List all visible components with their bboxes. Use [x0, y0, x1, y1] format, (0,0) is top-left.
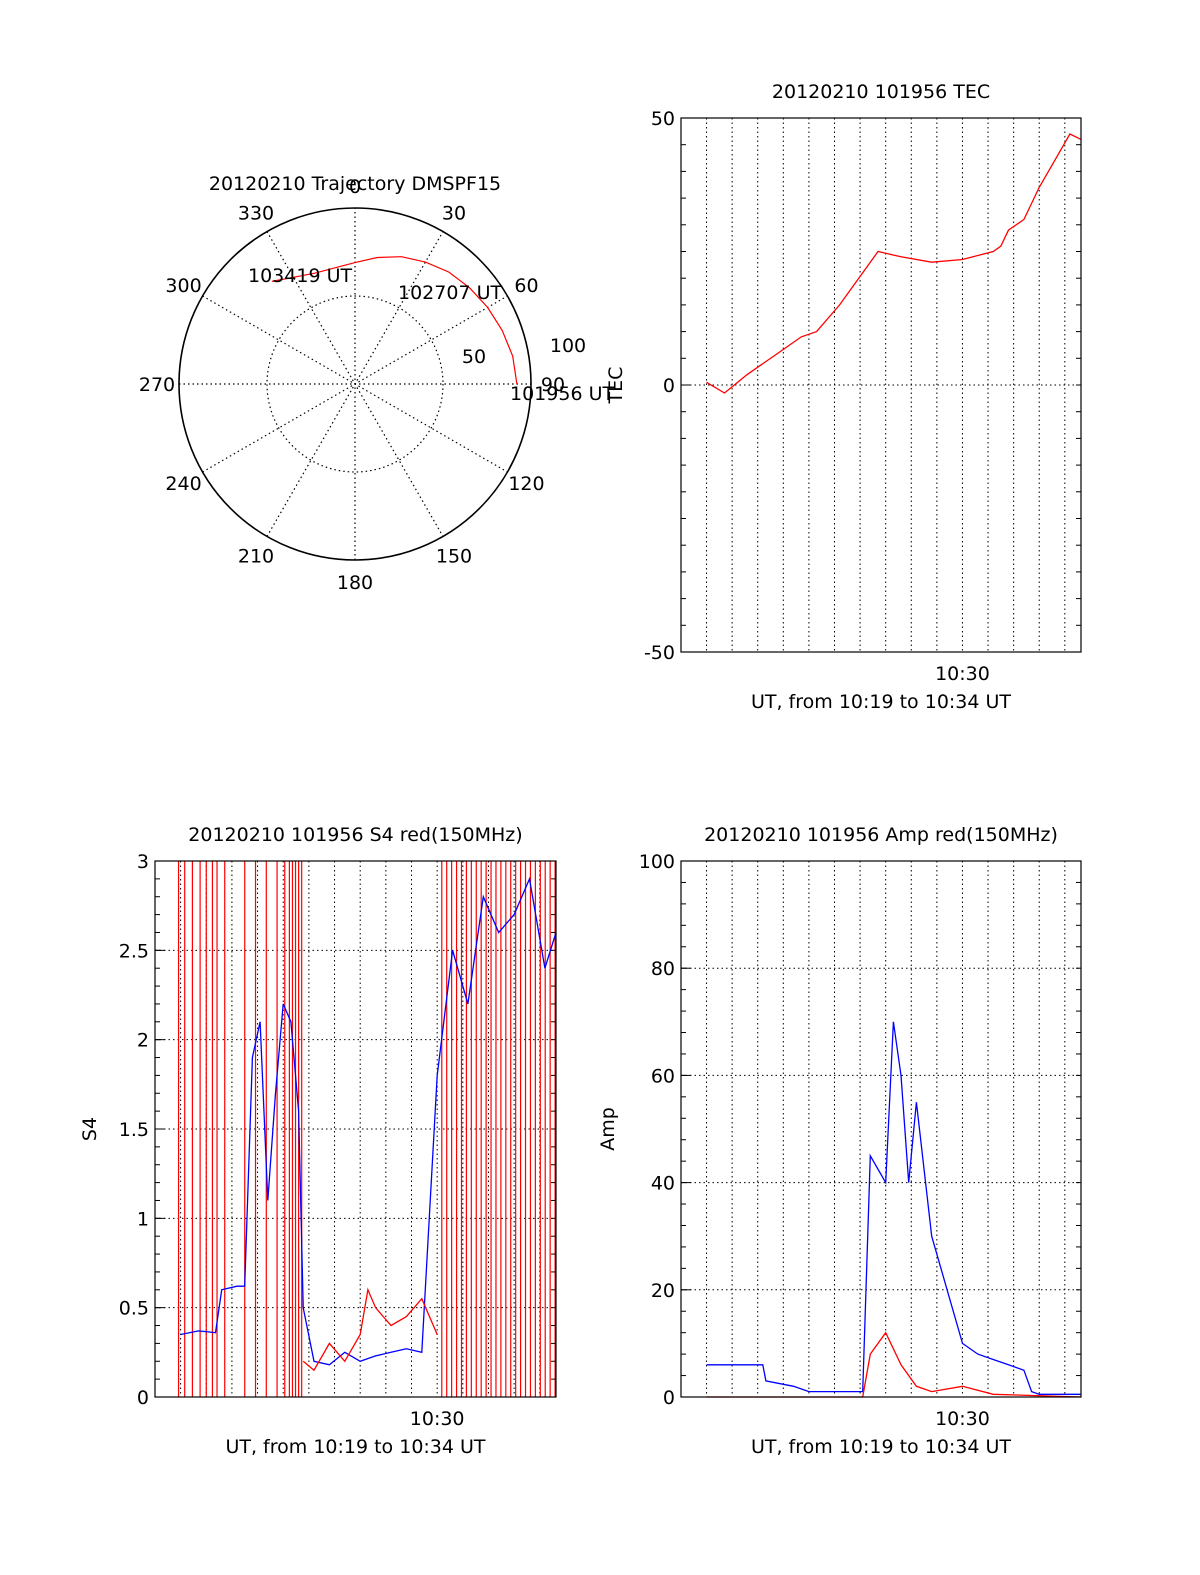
y-axis-label: TEC	[605, 367, 627, 405]
trajectory-line	[271, 256, 518, 385]
series-line	[706, 1021, 1081, 1395]
radial-tick-label: 100	[550, 335, 586, 357]
y-tick-label: 20	[651, 1280, 675, 1302]
trajectory-time-label: 102707 UT	[398, 282, 502, 304]
angle-tick-label: 300	[165, 275, 201, 297]
polar-grid-circle	[266, 295, 444, 473]
chart-title: 20120210 101956 S4 red(150MHz)	[188, 824, 522, 846]
angle-tick-label: 90	[541, 374, 565, 396]
x-axis-label: UT, from 10:19 to 10:34 UT	[751, 1436, 1011, 1458]
series-line	[706, 133, 1082, 394]
x-tick-label: 10:30	[410, 1408, 465, 1430]
x-axis-label: UT, from 10:19 to 10:34 UT	[751, 691, 1011, 713]
trajectory-time-label: 101956 UT	[510, 383, 614, 405]
plot-frame	[680, 860, 1082, 1398]
y-tick-label: 0	[663, 375, 675, 397]
polar-spoke	[266, 231, 444, 537]
amp-chart: 20120210 101956 Amp red(150MHz) 0 20 40 60 80…	[597, 824, 1082, 1458]
angle-tick-label: 210	[238, 545, 274, 567]
radial-tick-label: 50	[462, 346, 486, 368]
chart-title: 20120210 101956 Amp red(150MHz)	[704, 824, 1058, 846]
y-axis-label: S4	[79, 1117, 101, 1141]
angle-tick-label: 120	[508, 473, 544, 495]
y-tick-label: 0.5	[119, 1298, 149, 1320]
y-tick-label: 2	[137, 1030, 149, 1052]
series-line	[180, 876, 557, 1366]
angle-tick-label: 330	[238, 203, 274, 225]
x-tick-label: 10:30	[935, 1408, 990, 1430]
y-tick-label: -50	[644, 642, 675, 664]
y-tick-label: 2.5	[119, 940, 149, 962]
y-tick-label: 0	[663, 1387, 675, 1409]
angle-tick-label: 180	[337, 572, 373, 594]
angle-tick-label: 60	[514, 275, 538, 297]
y-tick-label: 100	[639, 851, 675, 873]
angle-tick-label: 240	[165, 473, 201, 495]
angle-tick-label: 270	[139, 374, 175, 396]
trajectory-time-label: 103419 UT	[248, 265, 352, 287]
x-axis-label: UT, from 10:19 to 10:34 UT	[225, 1436, 485, 1458]
chart-title: 20120210 101956 TEC	[772, 81, 990, 103]
y-tick-label: 1.5	[119, 1119, 149, 1141]
series-line	[706, 1331, 1082, 1398]
series-line	[302, 1287, 438, 1372]
x-tick-label: 10:30	[935, 663, 990, 685]
y-tick-label: 40	[651, 1173, 675, 1195]
y-tick-label: 60	[651, 1065, 675, 1087]
y-tick-label: 0	[137, 1387, 149, 1409]
y-tick-label: 1	[137, 1208, 149, 1230]
y-axis-label: Amp	[597, 1107, 619, 1151]
angle-tick-label: 0	[349, 176, 361, 198]
y-tick-label: 50	[651, 108, 675, 130]
angle-tick-label: 150	[436, 545, 472, 567]
y-tick-label: 3	[137, 851, 149, 873]
y-tick-label: 80	[651, 958, 675, 980]
s4-chart: 20120210 101956 S4 red(150MHz) 0 0.5 1 1.5 2 2…	[79, 824, 557, 1458]
tec-chart: 20120210 101956 TEC -50 0 50 10:30 UT, from 1…	[605, 81, 1082, 713]
angle-tick-label: 30	[442, 203, 466, 225]
chart-title: 20120210 Trajectory DMSPF15	[209, 173, 501, 195]
